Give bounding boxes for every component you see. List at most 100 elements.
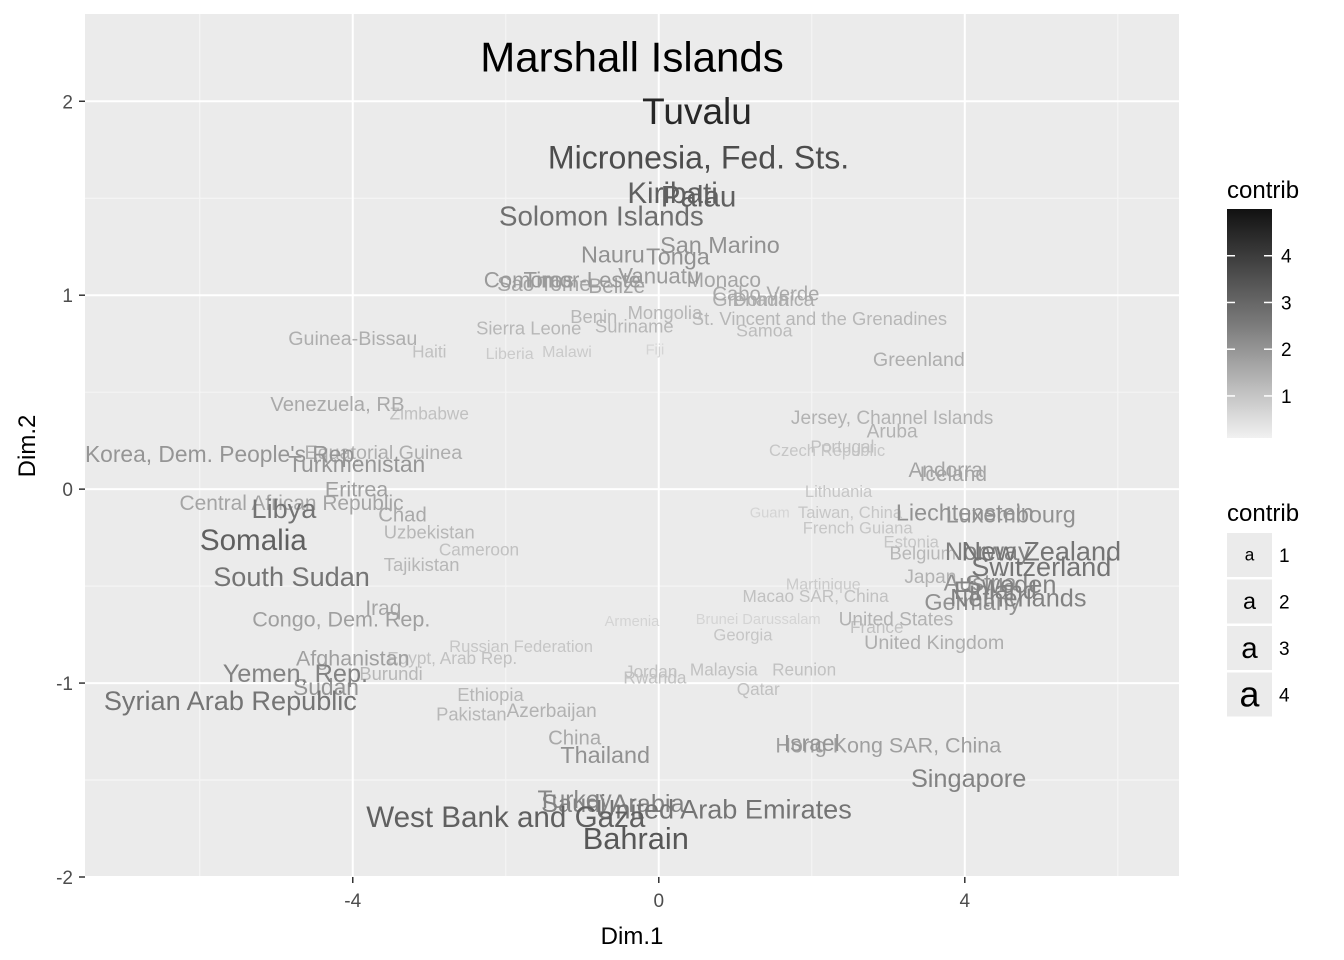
point-label: Uzbekistan bbox=[384, 521, 475, 542]
point-label: Timor-Leste bbox=[523, 267, 641, 292]
point-label: South Sudan bbox=[213, 561, 370, 592]
point-label: Aruba bbox=[867, 422, 918, 443]
point-label: Tonga bbox=[646, 244, 711, 270]
x-axis-title: Dim.1 bbox=[601, 923, 664, 950]
point-label: Turkmenistan bbox=[288, 451, 425, 477]
point-label: Czech Republic bbox=[769, 441, 885, 460]
point-label: French Guiana bbox=[803, 519, 914, 538]
point-label: Finland bbox=[954, 577, 1037, 605]
x-axis: -4 0 4 bbox=[344, 877, 971, 912]
point-label: Pakistan bbox=[436, 704, 507, 725]
point-label: Sweden bbox=[965, 571, 1056, 599]
point-label: Eritrea bbox=[325, 478, 388, 502]
point-label: Tajikistan bbox=[384, 554, 460, 575]
point-label: Lithuania bbox=[805, 482, 873, 501]
point-label: Venezuela, RB bbox=[270, 394, 404, 416]
size-key-label: 4 bbox=[1279, 686, 1290, 707]
size-key-box bbox=[1227, 533, 1272, 577]
point-label: Thailand bbox=[560, 742, 650, 768]
point-label: Haiti bbox=[412, 341, 446, 361]
point-label: Malaysia bbox=[690, 660, 758, 680]
point-label: Jersey, Channel Islands bbox=[791, 408, 993, 429]
point-label: Qatar bbox=[737, 679, 780, 699]
chart-points: Fiji Guam Brunei Darussalam Armenia Liberia M… bbox=[85, 33, 1121, 856]
point-label: Russian Federation bbox=[449, 637, 593, 656]
grid-major bbox=[85, 14, 1179, 878]
point-label: Tuvalu bbox=[642, 91, 752, 132]
point-label: Yemen, Rep. bbox=[223, 660, 368, 688]
point-label: Benin bbox=[570, 306, 617, 327]
size-legend-title: contrib bbox=[1227, 500, 1299, 527]
grid-minor bbox=[85, 14, 1179, 877]
point-label: Palau bbox=[661, 181, 737, 214]
point-label: Fiji bbox=[646, 343, 665, 359]
point-label: Equatorial Guinea bbox=[305, 442, 463, 464]
point-label: France bbox=[850, 617, 904, 637]
point-label: Belgium bbox=[889, 543, 955, 564]
point-label: New Zealand bbox=[961, 536, 1121, 567]
panel-background bbox=[85, 14, 1179, 877]
point-label: Comoros bbox=[484, 267, 574, 292]
point-label: Azerbaijan bbox=[507, 701, 597, 722]
point-label: Suriname bbox=[595, 316, 674, 337]
y-axis-title: Dim.2 bbox=[14, 415, 41, 478]
point-label: Hong Kong SAR, China bbox=[775, 734, 1001, 758]
point-label: Israel bbox=[784, 730, 840, 756]
point-label: Switzerland bbox=[971, 551, 1111, 582]
point-label: Macao SAR, China bbox=[743, 586, 890, 606]
point-label: Cameroon bbox=[439, 539, 519, 559]
point-label: Samoa bbox=[736, 320, 792, 340]
size-key-box bbox=[1227, 579, 1272, 624]
point-label: Armenia bbox=[605, 614, 661, 630]
point-label: Taiwan, China bbox=[798, 503, 903, 522]
point-label: Central African Republic bbox=[180, 492, 404, 515]
point-label: United Kingdom bbox=[864, 632, 1004, 654]
point-label: St. Vincent and the Grenadines bbox=[692, 308, 947, 329]
point-label: China bbox=[548, 727, 602, 749]
point-label: Luxembourg bbox=[946, 502, 1076, 528]
point-label: Congo, Dem. Rep. bbox=[252, 608, 430, 632]
colorbar-tick-label: 2 bbox=[1281, 340, 1292, 361]
point-label: Portugal bbox=[810, 436, 874, 456]
point-label: Cabo Verde bbox=[712, 283, 819, 305]
y-tick-label: 2 bbox=[62, 92, 73, 113]
size-key-glyph: a bbox=[1240, 674, 1260, 714]
point-label: Germany bbox=[924, 589, 1020, 615]
point-label: Monaco bbox=[687, 269, 761, 292]
point-label: Sierra Leone bbox=[476, 318, 581, 339]
y-axis: 2 1 0 -1 -2 bbox=[56, 92, 85, 889]
point-label: Andorra bbox=[909, 459, 984, 482]
point-label: Greenland bbox=[873, 349, 965, 371]
point-label: Estonia bbox=[884, 532, 940, 551]
legend-colorbar: contrib 4 3 2 1 bbox=[1227, 177, 1299, 438]
colorbar-ticks: 4 3 2 1 bbox=[1227, 247, 1292, 408]
point-label: Nauru bbox=[581, 242, 645, 268]
colorbar-tick-label: 3 bbox=[1281, 293, 1292, 314]
colorbar-tick-label: 4 bbox=[1281, 247, 1292, 268]
point-label: Guam bbox=[750, 506, 790, 522]
point-label: Sao Tome bbox=[497, 273, 591, 296]
point-label: Iraq bbox=[365, 597, 401, 620]
point-label: Georgia bbox=[713, 625, 773, 644]
point-label: United Arab Emirates bbox=[596, 794, 852, 825]
point-label: Singapore bbox=[911, 765, 1026, 793]
point-label: Libya bbox=[252, 493, 318, 524]
point-label: Ethiopia bbox=[457, 684, 524, 705]
size-key-label: 1 bbox=[1279, 546, 1290, 567]
point-label: San Marino bbox=[660, 232, 780, 258]
point-label: Vanuatu bbox=[618, 264, 699, 289]
point-label: Austria bbox=[944, 569, 1018, 595]
point-label: Martinique bbox=[786, 577, 861, 594]
colorbar-title: contrib bbox=[1227, 177, 1299, 204]
point-label: United States bbox=[839, 610, 954, 631]
size-legend-keys: a 1a 2a 3a 4 bbox=[1227, 533, 1290, 717]
size-key-glyph: a bbox=[1243, 588, 1257, 614]
point-label: Marshall Islands bbox=[480, 33, 783, 80]
legend-size: contrib a 1a 2a 3a 4 bbox=[1227, 500, 1299, 717]
point-label: Japan bbox=[904, 567, 956, 588]
x-tick-label: 0 bbox=[653, 891, 664, 912]
point-label: Solomon Islands bbox=[499, 200, 704, 231]
y-tick-label: -1 bbox=[56, 674, 73, 695]
point-label: Korea, Dem. People's Rep. bbox=[85, 441, 361, 467]
